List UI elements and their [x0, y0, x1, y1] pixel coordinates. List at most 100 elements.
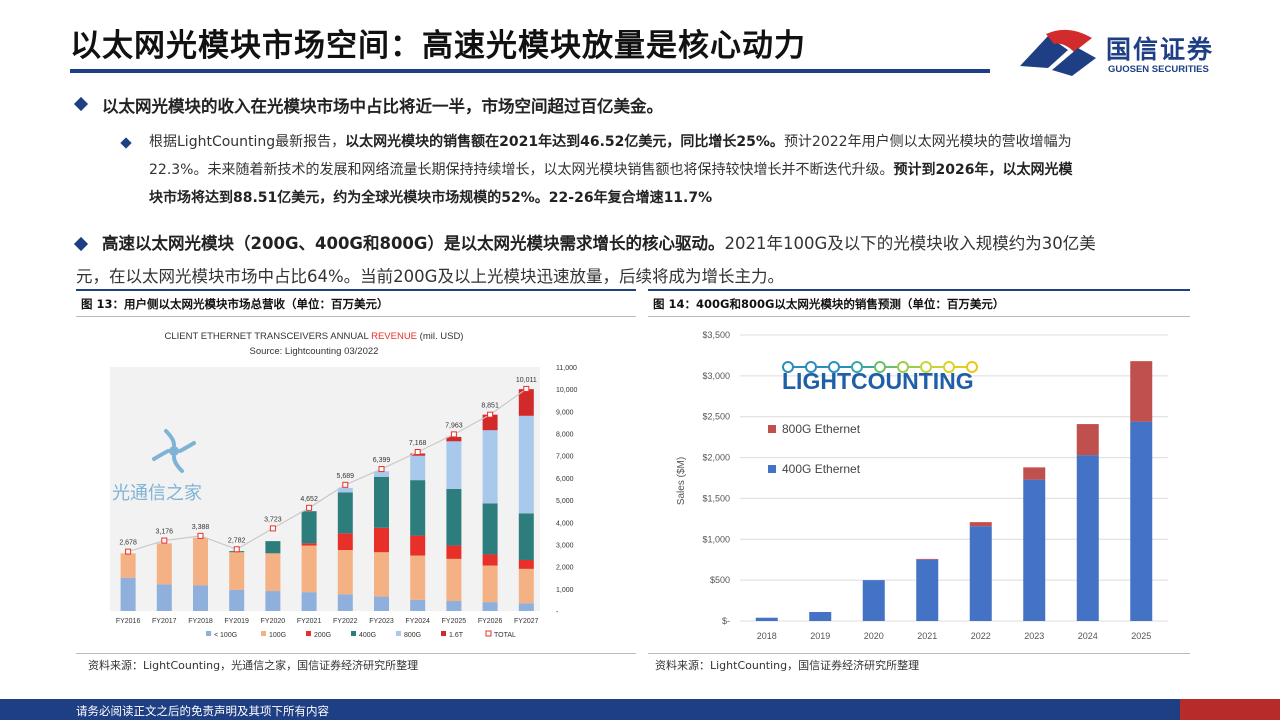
- legend-swatch: [351, 631, 356, 636]
- logo-dot: [782, 361, 794, 373]
- bar-segment: [301, 545, 317, 593]
- bar-segment: [410, 480, 426, 536]
- x-tick-label: FY2016: [116, 618, 141, 625]
- sub-paragraph-line-1: 根据LightCounting最新报告，以太网光模块的销售额在2021年达到46…: [149, 134, 1194, 151]
- sub-text-1b: 以太网光模块的销售额在2021年达到46.52亿美元，同比增长25%。: [345, 134, 784, 150]
- y-tick-label: $3,500: [702, 330, 730, 340]
- guosen-logo-icon: [1020, 29, 1096, 76]
- legend-swatch: [485, 630, 492, 637]
- bar-segment: [301, 543, 317, 546]
- x-tick-label: FY2019: [224, 618, 249, 625]
- x-tick-label: FY2017: [152, 618, 177, 625]
- x-tick-label: FY2018: [188, 618, 213, 625]
- bar-segment: [374, 471, 389, 477]
- page-title: 以太网光模块市场空间：高速光模块放量是核心动力: [70, 28, 806, 64]
- bar-segment: [755, 617, 778, 621]
- bar-segment: [156, 584, 172, 611]
- sub-bullet-diamond-icon: [120, 137, 132, 149]
- bar-segment: [482, 414, 498, 431]
- logo-dot: [805, 361, 817, 373]
- x-tick-label: FY2026: [478, 618, 503, 625]
- x-tick-label: 2020: [864, 631, 884, 641]
- bar-segment: [337, 533, 353, 550]
- figure-14-frame: LIGHTCOUNTING Sales ($M) $3,500 $3,000 $2,…: [648, 316, 1190, 654]
- total-data-label: 2,678: [119, 540, 137, 547]
- figure-14-chart: LIGHTCOUNTING Sales ($M) $3,500 $3,000 $2,…: [676, 330, 1168, 641]
- x-tick-label: 2025: [1131, 631, 1151, 641]
- total-data-label: 7,168: [409, 440, 427, 447]
- total-marker: [523, 385, 530, 392]
- guosen-logo: 国信证券 GUOSEN SECURITIES: [1018, 28, 1218, 78]
- legend-label: TOTAL: [494, 632, 516, 639]
- bar-segment: [1076, 455, 1099, 621]
- bar-segment: [1130, 361, 1153, 422]
- logo-dot: [851, 361, 863, 373]
- y-tick-label: 10,000: [556, 387, 578, 394]
- figure-13-frame: CLIENT ETHERNET TRANSCEIVERS ANNUAL REVE…: [76, 316, 636, 654]
- bar-segment: [518, 568, 534, 604]
- bar-segment: [446, 545, 462, 559]
- bar-segment: [374, 596, 389, 611]
- y-tick-label: $-: [722, 616, 730, 626]
- figure-13-chart: CLIENT ETHERNET TRANSCEIVERS ANNUAL REVE…: [110, 331, 578, 639]
- total-data-label: 7,963: [445, 422, 463, 429]
- total-marker: [450, 431, 457, 438]
- y-tick-label: 1,000: [556, 587, 574, 594]
- bar-segment: [916, 559, 939, 621]
- watermark-text: 光通信之家: [112, 483, 202, 503]
- sub-paragraph-line-2: 22.3%。未来随着新技术的发展和网络流量长期保持持续增长，以太网光模块销售额也…: [149, 162, 1194, 179]
- bullet-3-rest: 2021年100G及以下的光模块收入规模约为30亿美: [724, 234, 1096, 253]
- chart-13-plot-bg: [110, 367, 540, 611]
- bar-segment: [410, 555, 426, 600]
- x-tick-label: 2024: [1078, 631, 1098, 641]
- footer-accent: [1180, 699, 1280, 720]
- logo-dot: [874, 361, 886, 373]
- bullet-3-line-2: 元，在以太网光模块市场中占比64%。当前200G及以上光模块迅速放量，后续将成为…: [76, 267, 784, 286]
- legend-label: 800G Ethernet: [782, 422, 861, 436]
- bar-segment: [1076, 424, 1099, 456]
- x-tick-label: 2021: [917, 631, 937, 641]
- legend-label: 400G: [359, 632, 376, 639]
- x-tick-label: FY2021: [297, 618, 322, 625]
- legend-label: 100G: [269, 632, 286, 639]
- bar-segment: [229, 589, 245, 611]
- bar-segment: [482, 554, 498, 566]
- figure-13-source: 资料来源：LightCounting，光通信之家，国信证券经济研究所整理: [88, 659, 419, 672]
- y-tick-label: 9,000: [556, 409, 574, 416]
- bar-segment: [518, 559, 534, 569]
- y-tick-label: $500: [710, 575, 730, 585]
- bar-segment: [410, 455, 426, 481]
- lightcounting-logo: LIGHTCOUNTING: [782, 361, 978, 394]
- sub-paragraph-line-3: 块市场将达到88.51亿美元，约为全球光模块市场规模的52%。22-26年复合增…: [149, 190, 1194, 207]
- bar-segment: [120, 577, 136, 611]
- sub-text-1a: 根据LightCounting最新报告，: [149, 134, 346, 150]
- y-tick-label: $1,000: [702, 534, 730, 544]
- bar-segment: [446, 489, 462, 546]
- bar-segment: [518, 513, 534, 560]
- bar-segment: [446, 601, 462, 611]
- bar-segment: [482, 503, 498, 555]
- chart-13-title: CLIENT ETHERNET TRANSCEIVERS ANNUAL REVE…: [165, 331, 464, 342]
- legend-label: 800G: [404, 632, 421, 639]
- bar-segment: [446, 436, 462, 442]
- total-marker: [487, 411, 494, 418]
- chart-13-subtitle: Source: Lightcounting 03/2022: [250, 346, 379, 357]
- sub-text-2b: 预计到2026年，以太网光模: [893, 162, 1073, 178]
- bar-segment: [229, 552, 245, 590]
- footer-bar: [0, 699, 1280, 720]
- total-data-label: 8,851: [481, 403, 499, 410]
- y-tick-label: 11,000: [556, 365, 577, 372]
- bar-segment: [156, 543, 172, 585]
- x-tick-label: 2019: [810, 631, 830, 641]
- logo-text-en: GUOSEN SECURITIES: [1108, 64, 1209, 75]
- bar-segment: [482, 430, 498, 504]
- x-tick-label: 2023: [1024, 631, 1044, 641]
- total-line: [127, 388, 527, 553]
- y-tick-label: 7,000: [556, 454, 574, 461]
- bullet-3-line-1: 高速以太网光模块（200G、400G和800G）是以太网光模块需求增长的核心驱动…: [102, 230, 1096, 254]
- sub-text-1c: 预计2022年用户侧以太网光模块的营收增幅为: [783, 134, 1072, 150]
- total-data-label: 3,388: [192, 524, 210, 531]
- bar-segment: [1130, 421, 1153, 621]
- bullet-1-text: 以太网光模块的收入在光模块市场中占比将近一半，市场空间超过百亿美金。: [102, 97, 663, 116]
- bar-segment: [482, 602, 498, 611]
